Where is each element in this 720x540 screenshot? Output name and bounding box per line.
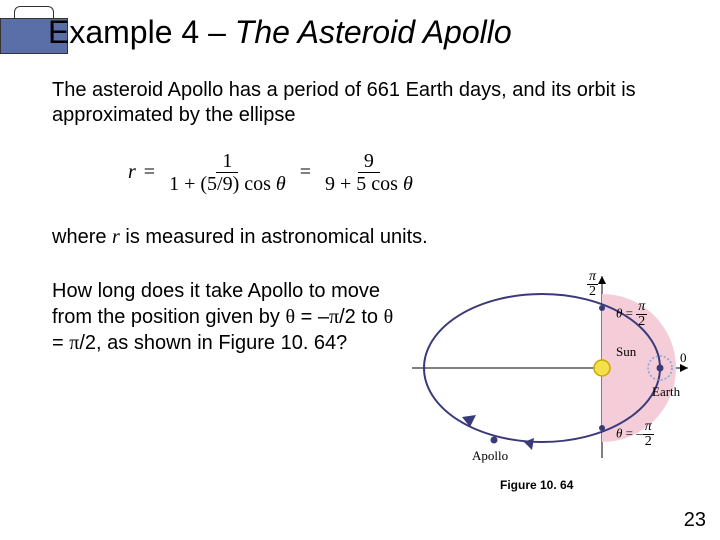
apollo-dot bbox=[491, 437, 498, 444]
para2-var: r bbox=[112, 226, 120, 248]
paragraph-question: How long does it take Apollo to move fro… bbox=[52, 278, 402, 356]
label-earth: Earth bbox=[652, 384, 681, 399]
eq-equals-2: = bbox=[300, 161, 311, 184]
eq-equals-1: = bbox=[144, 161, 155, 184]
label-sun: Sun bbox=[616, 344, 637, 359]
eq-num1: 1 bbox=[216, 150, 238, 173]
eq-lhs: r bbox=[128, 161, 136, 184]
orbit-arrow-2 bbox=[524, 438, 534, 450]
label-zero: 0 bbox=[680, 350, 687, 365]
label-pi2-top: π2 bbox=[587, 270, 598, 299]
eq-num2: 9 bbox=[358, 150, 380, 173]
eq-den1: 1 + (5/9) cos θ bbox=[163, 173, 292, 195]
page-number: 23 bbox=[684, 509, 706, 532]
label-apollo: Apollo bbox=[472, 448, 508, 463]
figure-caption: Figure 10. 64 bbox=[500, 478, 573, 492]
paragraph-intro: The asteroid Apollo has a period of 661 … bbox=[52, 78, 662, 128]
para2-post: is measured in astronomical units. bbox=[120, 226, 428, 248]
axis-x-arrow bbox=[680, 364, 688, 372]
paragraph-units: where r is measured in astronomical unit… bbox=[52, 226, 428, 249]
title-italic: The Asteroid Apollo bbox=[235, 14, 512, 50]
orbit-arrow-1 bbox=[462, 415, 476, 427]
orbit-svg: Sun Earth Apollo 0 bbox=[412, 268, 702, 468]
theta-bot-dot bbox=[599, 425, 605, 431]
eq-frac-2: 9 9 + 5 cos θ bbox=[319, 150, 419, 195]
figure-orbit: Sun Earth Apollo 0 π2 θ = π2 θ = –π2 bbox=[412, 268, 702, 468]
eq-frac-1: 1 1 + (5/9) cos θ bbox=[163, 150, 292, 195]
theta-top-dot bbox=[599, 305, 605, 311]
page-title: Example 4 – The Asteroid Apollo bbox=[48, 14, 512, 51]
equation-ellipse: r = 1 1 + (5/9) cos θ = 9 9 + 5 cos θ bbox=[128, 150, 419, 195]
label-theta-top: θ = π2 bbox=[616, 300, 647, 329]
eq-den2: 9 + 5 cos θ bbox=[319, 173, 419, 195]
axis-y-arrow bbox=[598, 276, 606, 284]
label-theta-bot: θ = –π2 bbox=[616, 420, 654, 449]
earth-dot bbox=[657, 365, 664, 372]
title-prefix: Example 4 – bbox=[48, 14, 235, 50]
sun-icon bbox=[594, 360, 610, 376]
para2-pre: where bbox=[52, 226, 112, 248]
